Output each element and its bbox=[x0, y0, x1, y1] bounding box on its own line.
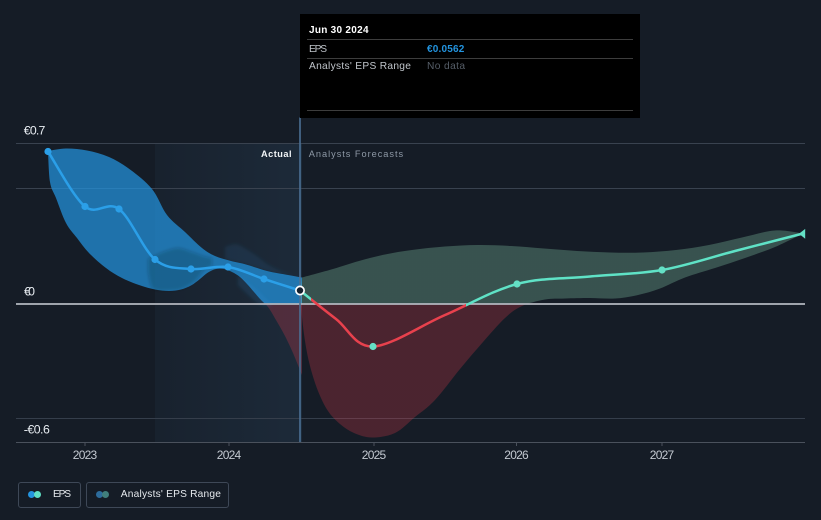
svg-text:2023: 2023 bbox=[73, 448, 98, 462]
svg-text:€0: €0 bbox=[24, 285, 35, 299]
svg-text:-€0.6: -€0.6 bbox=[24, 422, 50, 436]
svg-text:2027: 2027 bbox=[650, 448, 675, 462]
svg-text:Analysts Forecasts: Analysts Forecasts bbox=[309, 149, 404, 159]
svg-text:2025: 2025 bbox=[362, 448, 387, 462]
svg-text:€0.7: €0.7 bbox=[24, 123, 46, 137]
svg-text:Actual: Actual bbox=[261, 149, 292, 159]
svg-text:2026: 2026 bbox=[504, 448, 529, 462]
svg-text:2024: 2024 bbox=[217, 448, 242, 462]
